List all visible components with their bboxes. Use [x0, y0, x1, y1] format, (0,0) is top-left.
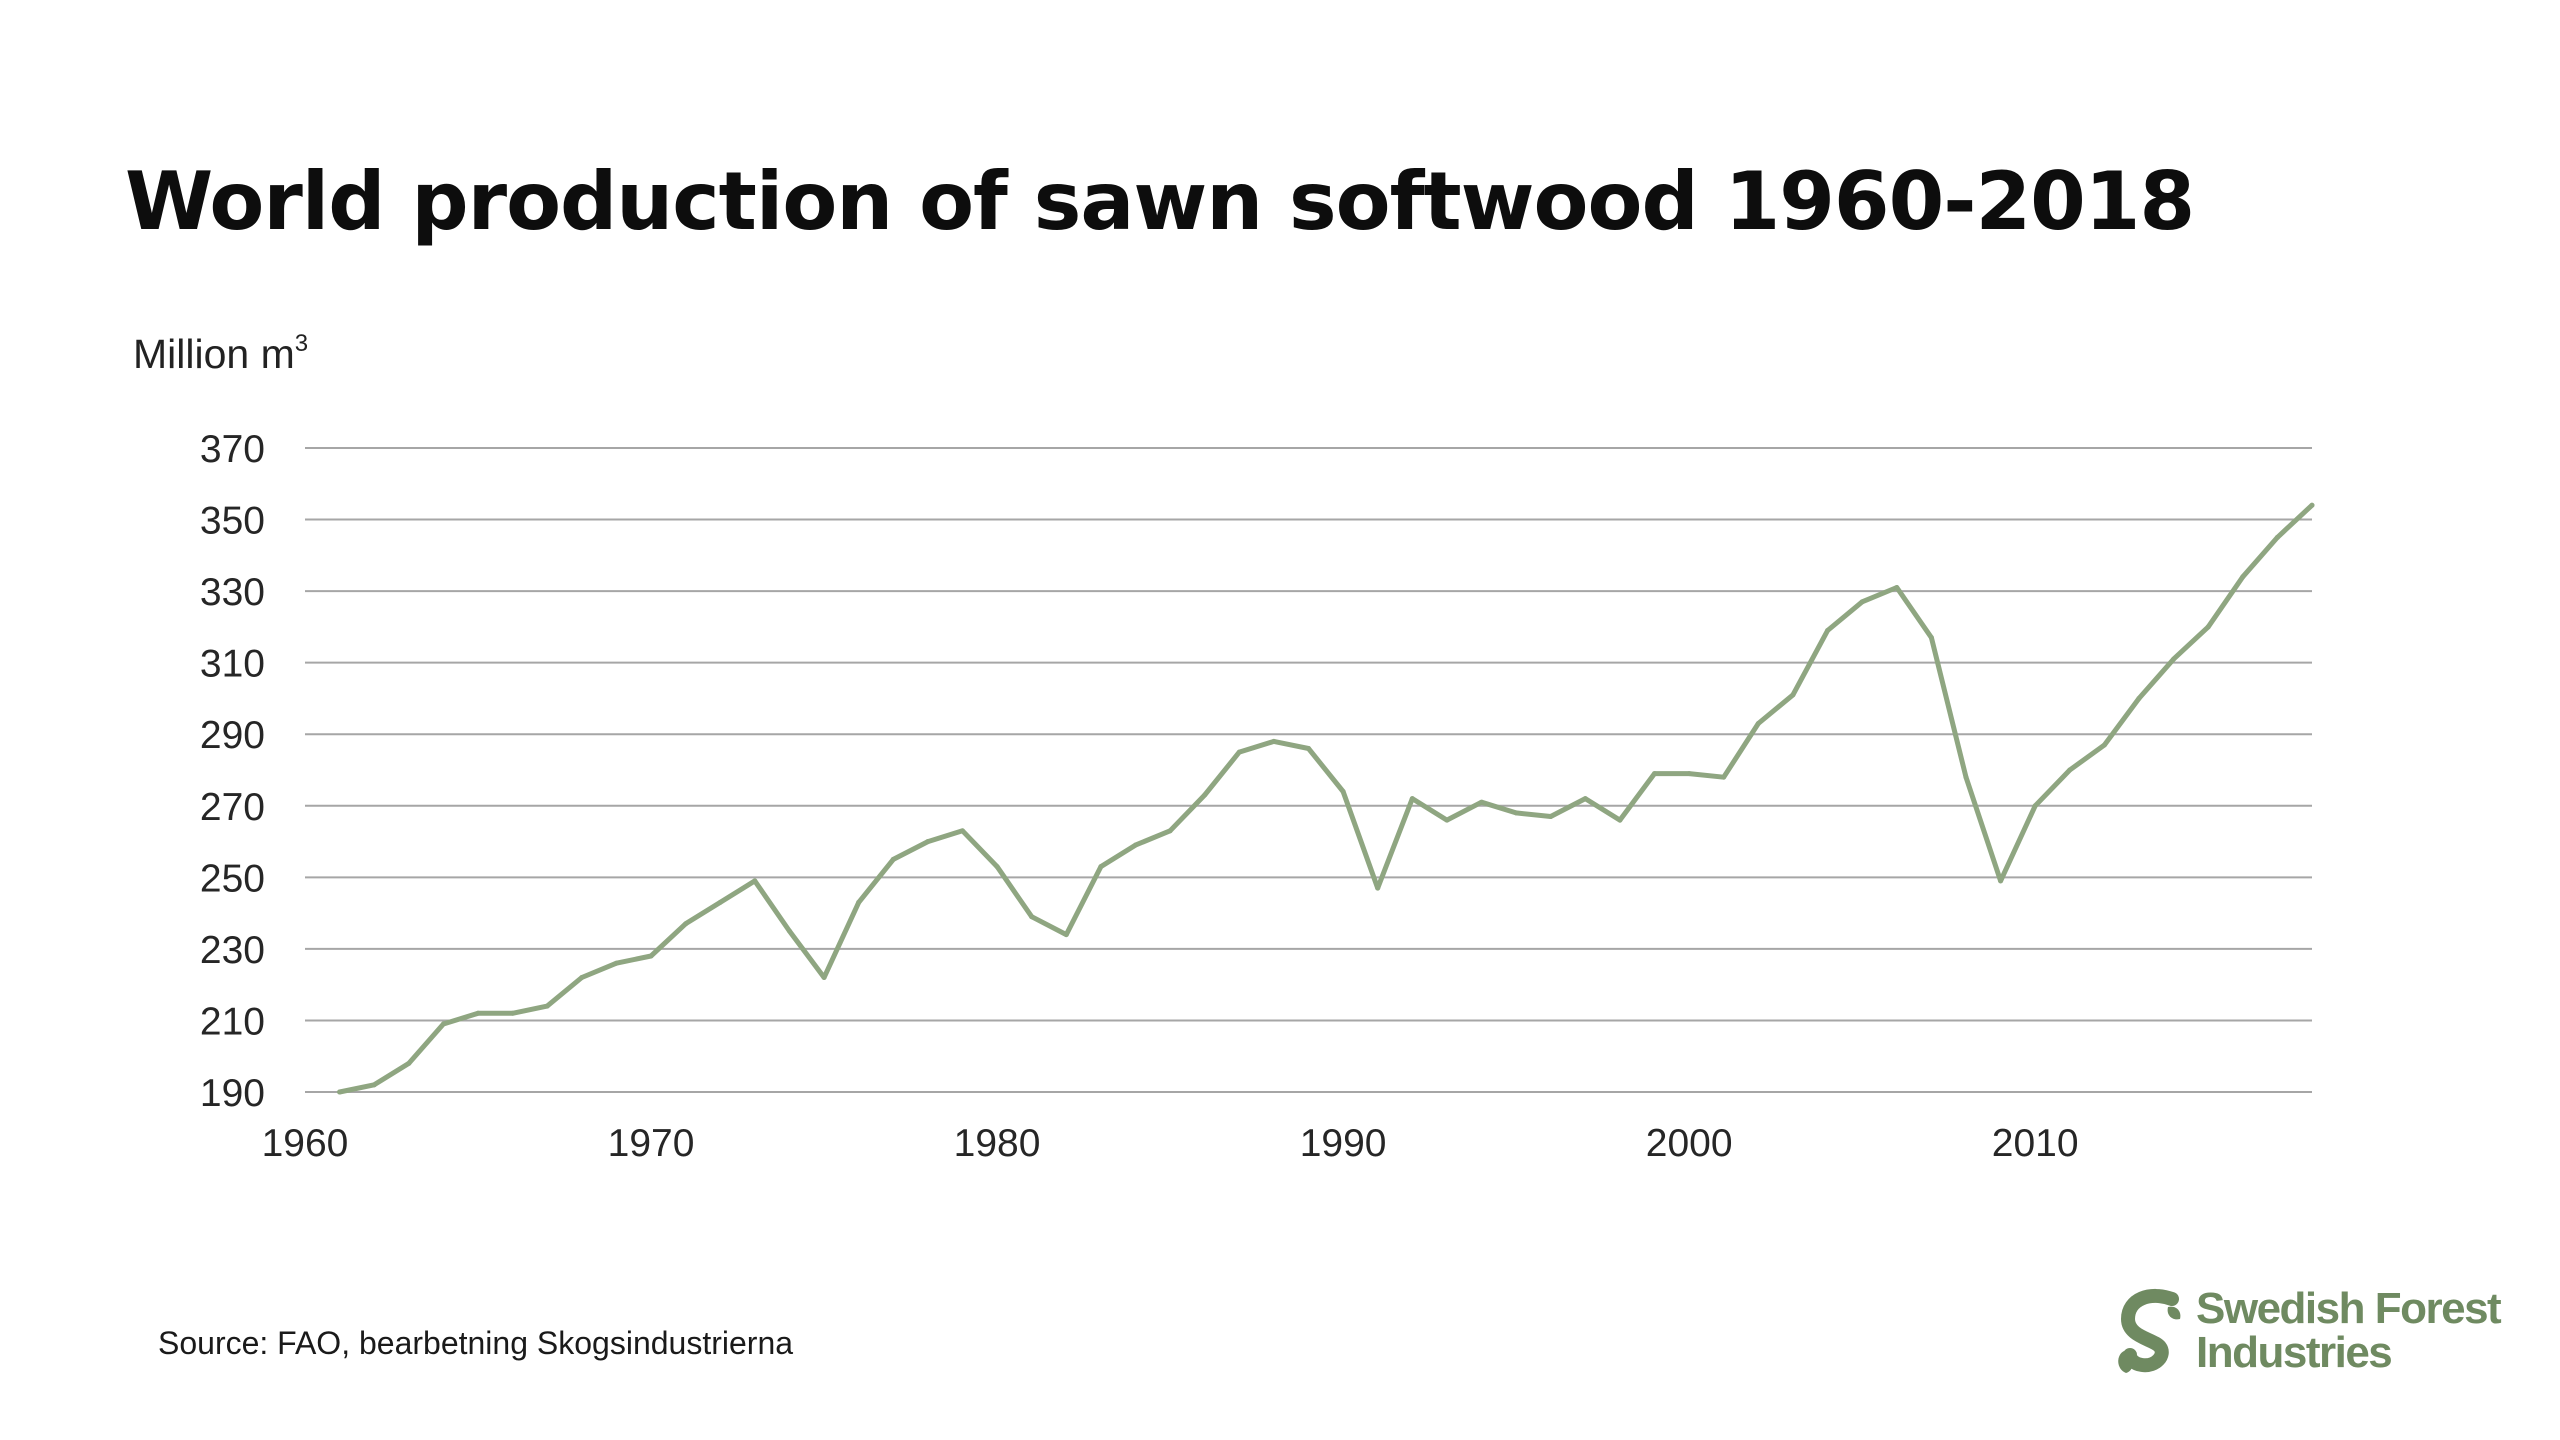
data-point: [925, 839, 931, 845]
series-line: [337, 502, 2315, 1095]
data-point: [1375, 885, 1381, 891]
x-tick-label: 2010: [1992, 1122, 2079, 1165]
data-point: [1548, 814, 1554, 820]
data-point: [579, 975, 585, 981]
chart-title: World production of sawn softwood 1960-2…: [125, 155, 2195, 248]
data-point: [2136, 695, 2142, 701]
data-point: [1755, 720, 1761, 726]
data-point: [1582, 796, 1588, 802]
x-tick-label: 2000: [1646, 1122, 1733, 1165]
s-leaf-icon: [2118, 1288, 2181, 1373]
y-axis-unit-label: Million m3: [133, 330, 308, 378]
data-point: [1686, 771, 1692, 777]
data-point: [1236, 749, 1242, 755]
data-point: [2171, 656, 2177, 662]
data-point: [1617, 817, 1623, 823]
data-point: [1202, 792, 1208, 798]
data-point: [1306, 746, 1311, 752]
data-point: [2205, 624, 2211, 630]
y-tick-label: 330: [200, 571, 265, 614]
data-point: [2274, 534, 2280, 540]
data-point: [1790, 692, 1796, 698]
data-point: [1444, 817, 1450, 823]
data-point: [1098, 864, 1104, 870]
data-point: [821, 975, 827, 981]
data-point: [1513, 810, 1519, 816]
data-point: [959, 828, 965, 834]
data-point: [2101, 742, 2107, 748]
logo-line-1: Swedish Forest: [2196, 1284, 2502, 1333]
data-point: [1063, 932, 1069, 938]
data-point: [683, 921, 689, 927]
x-tick-label: 1960: [262, 1122, 349, 1165]
data-point: [1340, 788, 1346, 794]
data-point: [786, 928, 792, 934]
data-point: [717, 899, 723, 905]
data-point: [440, 1021, 446, 1027]
y-axis-unit-text: Million m: [133, 331, 295, 377]
x-axis-tick-labels: 1960 1970 1980 1990 2000 2010: [262, 1122, 2079, 1165]
y-axis-unit-superscript: 3: [294, 330, 309, 357]
data-point: [371, 1082, 377, 1088]
y-tick-label: 190: [200, 1072, 265, 1115]
x-tick-label: 1990: [1300, 1122, 1387, 1165]
y-tick-label: 290: [200, 714, 265, 757]
data-point: [2240, 574, 2246, 580]
y-tick-label: 350: [200, 500, 265, 543]
data-point: [890, 856, 896, 862]
x-tick-label: 1980: [954, 1122, 1041, 1165]
data-point: [856, 899, 862, 905]
data-point: [2067, 767, 2073, 773]
chart-gridlines: [305, 447, 2312, 1093]
data-point: [1167, 828, 1173, 834]
data-point: [994, 864, 1000, 870]
source-note: Source: FAO, bearbetning Skogsindustrier…: [158, 1325, 794, 1361]
data-point: [1963, 774, 1969, 780]
y-tick-label: 370: [200, 428, 265, 471]
data-point: [1825, 627, 1831, 633]
data-point: [475, 1010, 481, 1016]
data-point: [1859, 599, 1865, 605]
logo-line-2: Industries: [2196, 1328, 2393, 1377]
y-tick-label: 250: [200, 857, 265, 900]
x-tick-label: 1970: [608, 1122, 695, 1165]
y-tick-label: 210: [200, 1000, 265, 1043]
y-tick-label: 270: [200, 786, 265, 829]
data-point: [1894, 585, 1900, 591]
y-tick-label: 310: [200, 643, 265, 686]
data-point: [2309, 502, 2315, 508]
data-point: [752, 878, 758, 884]
data-point: [1652, 771, 1658, 777]
data-point: [1479, 799, 1485, 805]
chart-series: [337, 502, 2315, 1095]
data-point: [648, 953, 654, 959]
swedish-forest-industries-logo: Swedish Forest Industries: [2110, 1285, 2530, 1395]
data-point: [1721, 774, 1727, 780]
y-axis-tick-labels: 370 350 330 310 290 270 250 230 210 190: [200, 428, 265, 1115]
data-point: [406, 1060, 412, 1066]
data-point: [1409, 796, 1415, 802]
data-point: [1928, 635, 1934, 641]
data-point: [544, 1003, 550, 1009]
data-point: [1029, 914, 1035, 920]
data-point: [1998, 878, 2004, 884]
data-point: [337, 1089, 343, 1095]
logo-text: Swedish Forest Industries: [2196, 1284, 2502, 1377]
data-point: [510, 1010, 516, 1016]
y-tick-label: 230: [200, 929, 265, 972]
data-point: [1271, 738, 1277, 744]
data-point: [2032, 803, 2038, 809]
data-point: [1132, 842, 1138, 848]
data-point: [613, 960, 619, 966]
